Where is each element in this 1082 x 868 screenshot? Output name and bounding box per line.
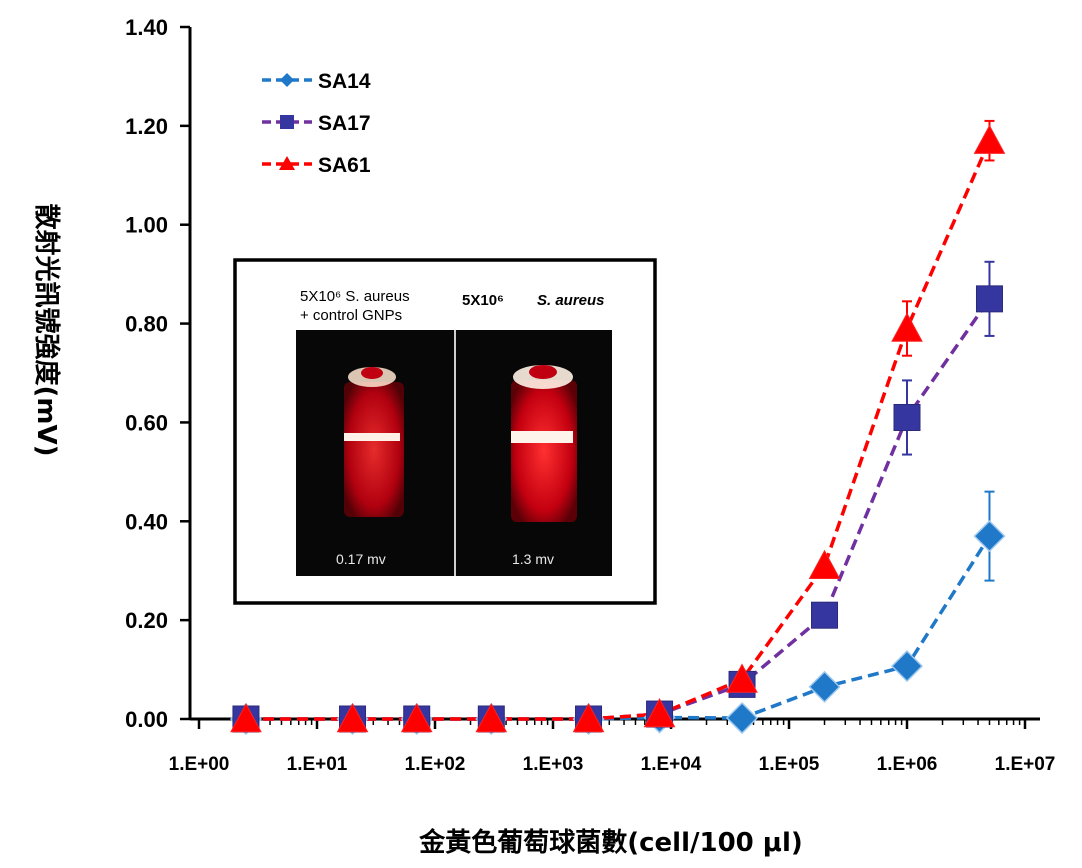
vial-left-cap-hole — [361, 367, 383, 379]
inset-right-caption-count: 5X10⁶ — [462, 292, 504, 309]
data-point-sa61 — [400, 702, 433, 733]
y-tick-label: 1.40 — [125, 15, 168, 40]
data-point-sa61 — [336, 702, 369, 733]
x-tick-label: 1.E+04 — [641, 754, 702, 775]
x-tick-label: 1.E+05 — [759, 754, 820, 775]
data-point-sa17 — [975, 285, 1003, 313]
vial-left-band — [344, 433, 400, 441]
vial-right-band — [511, 431, 573, 443]
data-point-sa14 — [973, 520, 1006, 553]
vial-right — [511, 365, 577, 522]
y-axis-title: 散射光訊號強度(mV) — [31, 204, 62, 457]
legend: SA14 SA17 SA61 — [262, 70, 371, 177]
y-tick-label: 0.60 — [125, 410, 168, 435]
y-tick-label: 0.40 — [125, 509, 168, 534]
x-tick-label: 1.E+01 — [287, 754, 348, 775]
x-tick-label: 1.E+02 — [405, 754, 466, 775]
inset-left-reading: 0.17 mv — [336, 551, 386, 567]
data-point-sa61 — [726, 663, 758, 693]
inset-left-caption-line2: + control GNPs — [300, 307, 402, 324]
x-tick-label: 1.E+03 — [523, 754, 584, 775]
data-point-sa61 — [891, 312, 923, 342]
data-point-sa61 — [973, 124, 1006, 154]
vial-right-cap-hole — [529, 365, 557, 379]
data-point-sa61 — [572, 702, 605, 733]
y-tick-label: 0.20 — [125, 608, 168, 633]
y-tick-label: 1.20 — [125, 114, 168, 139]
legend-label-sa14: SA14 — [318, 70, 371, 93]
legend-label-sa61: SA61 — [318, 154, 371, 177]
inset-photo-panel: 5X10⁶ S. aureus + control GNPs 5X10⁶ S. … — [233, 258, 657, 605]
legend-marker-sa61 — [279, 156, 295, 170]
x-tick-label: 1.E+07 — [995, 754, 1056, 775]
data-point-sa14 — [808, 670, 841, 703]
y-tick-label: 0.80 — [125, 312, 168, 337]
y-tick-label: 1.00 — [125, 213, 168, 238]
legend-label-sa17: SA17 — [318, 112, 371, 135]
x-ticks: 1.E+00 1.E+01 1.E+02 1.E+03 1.E+04 1.E+05 1.E+… — [169, 719, 1056, 775]
inset-right-reading: 1.3 mv — [512, 551, 554, 567]
vial-right-body — [511, 380, 577, 522]
y-ticks: 0.00 0.20 0.40 0.60 0.80 1.00 1.20 1.40 — [125, 15, 190, 732]
data-point-sa61 — [230, 702, 262, 733]
y-tick-label: 0.00 — [125, 707, 168, 732]
x-tick-label: 1.E+06 — [877, 754, 938, 775]
vial-left-body — [344, 382, 404, 517]
x-axis-title: 金黃色葡萄球菌數(cell/100 μl) — [418, 827, 803, 858]
data-point-sa17 — [811, 601, 839, 629]
series-line-sa61 — [246, 139, 992, 721]
data-point-sa14 — [890, 650, 924, 683]
data-point-sa61 — [643, 698, 676, 728]
data-point-sa14 — [725, 701, 759, 735]
axes: 0.000.200.400.600.801.001.201.40 1.E+00 1… — [125, 15, 1055, 775]
inset-right-caption-species: S. aureus — [537, 292, 605, 309]
legend-marker-sa14 — [280, 73, 294, 87]
series-layer — [229, 119, 1006, 736]
vial-left — [344, 367, 404, 517]
data-point-sa61 — [475, 702, 508, 733]
inset-left-caption-line1: 5X10⁶ S. aureus — [300, 288, 410, 305]
data-point-sa17 — [893, 403, 921, 431]
x-tick-label: 1.E+00 — [169, 754, 230, 775]
data-point-sa61 — [808, 549, 841, 580]
legend-marker-sa17 — [280, 115, 294, 129]
